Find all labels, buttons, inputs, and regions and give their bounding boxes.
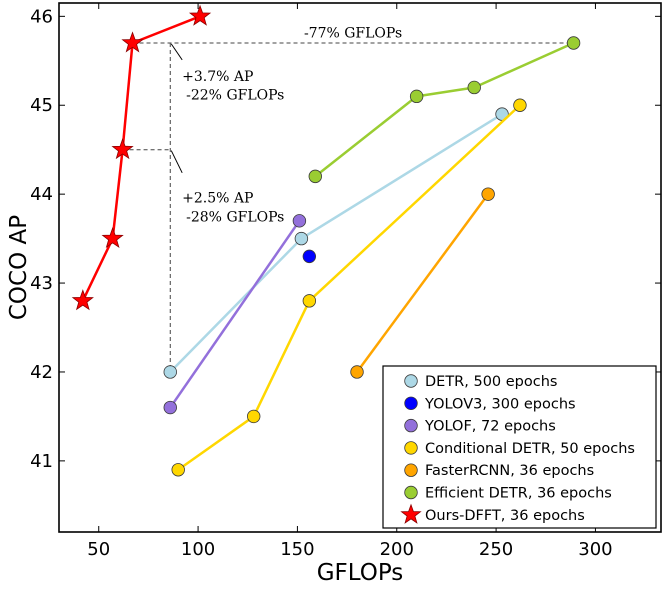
y-tick-label-0: 41 — [30, 451, 53, 472]
data-point-2-1 — [292, 214, 307, 228]
data-point-5-2 — [467, 80, 481, 95]
y-tick-label-4: 45 — [30, 95, 53, 116]
legend-marker-3 — [404, 441, 418, 455]
legend-marker-2 — [404, 418, 418, 433]
data-point-5-1 — [409, 89, 424, 104]
x-tick-label-5: 300 — [578, 539, 612, 560]
series-line-4 — [356, 193, 490, 373]
series-line-2 — [169, 220, 301, 409]
series-line-5 — [314, 41, 575, 178]
leader-line-1 — [170, 150, 183, 174]
y-tick-label-1: 42 — [30, 362, 53, 383]
data-point-6-1 — [101, 226, 124, 249]
data-point-2-0 — [163, 400, 177, 415]
annotation-3: +2.5% AP — [182, 191, 253, 207]
data-point-5-0 — [308, 169, 322, 184]
leader-line-0 — [170, 43, 183, 61]
legend-label-0: DETR, 500 epochs — [425, 374, 557, 390]
legend-label-5: Efficient DETR, 36 epochs — [425, 486, 612, 502]
y-tick-label-5: 46 — [30, 6, 53, 27]
legend-marker-6 — [400, 503, 422, 524]
x-tick-label-3: 200 — [380, 539, 414, 560]
data-point-3-2 — [302, 294, 317, 308]
data-point-1-0 — [302, 249, 317, 264]
data-point-6-3 — [121, 31, 144, 53]
annotation-2: -22% GFLOPs — [186, 88, 284, 104]
data-point-0-0 — [163, 365, 177, 379]
data-point-3-0 — [171, 463, 185, 477]
legend-marker-1 — [404, 396, 418, 411]
legend: DETR, 500 epochs YOLOV3, 300 epochs YOLOF,… — [382, 365, 657, 529]
data-point-4-1 — [481, 187, 495, 201]
marks-layer: -77% GFLOPs +3.7% AP -22% GFLOPs +2.5% AP -2… — [6, 2, 662, 586]
legend-label-4: FasterRCNN, 36 epochs — [425, 463, 594, 479]
annotation-0: -77% GFLOPs — [304, 25, 402, 41]
data-point-6-0 — [71, 289, 94, 311]
data-point-4-0 — [350, 365, 364, 379]
legend-label-2: YOLOF, 72 epochs — [424, 419, 556, 435]
x-axis-title: GFLOPs — [317, 560, 404, 586]
data-point-3-3 — [513, 98, 527, 112]
x-tick-label-1: 100 — [181, 539, 215, 560]
data-point-6-2 — [111, 138, 134, 160]
x-tick-label-4: 250 — [479, 539, 513, 560]
data-point-5-3 — [566, 36, 581, 50]
legend-marker-0 — [404, 374, 418, 388]
series-line-6 — [81, 15, 201, 302]
y-tick-label-2: 43 — [30, 273, 53, 294]
data-point-6-4 — [188, 4, 212, 26]
y-tick-label-3: 44 — [30, 184, 53, 205]
x-tick-label-2: 150 — [280, 539, 314, 560]
legend-box — [382, 365, 657, 529]
legend-marker-4 — [404, 463, 418, 477]
x-tick-label-0: 50 — [87, 539, 110, 560]
legend-marker-5 — [404, 485, 418, 500]
data-point-3-1 — [247, 409, 261, 424]
series-line-3 — [177, 104, 521, 471]
annotation-4: -28% GFLOPs — [186, 209, 284, 225]
data-point-0-1 — [294, 231, 309, 246]
annotation-1: +3.7% AP — [182, 69, 253, 85]
plot-frame — [58, 2, 662, 533]
legend-label-6: Ours-DFFT, 36 epochs — [425, 508, 585, 524]
y-axis-title: COCO AP — [6, 215, 32, 320]
legend-label-1: YOLOV3, 300 epochs — [424, 396, 576, 412]
legend-label-3: Conditional DETR, 50 epochs — [425, 441, 635, 457]
